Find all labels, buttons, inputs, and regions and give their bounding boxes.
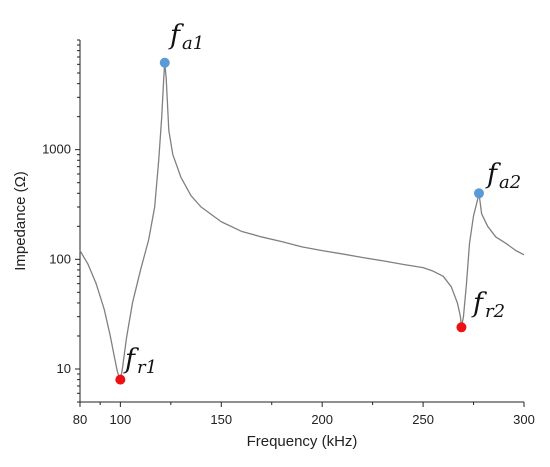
x-tick-label: 150 [210,412,232,427]
y-axis-title: Impedance (Ω) [12,171,29,271]
point-f-r2 [456,322,467,333]
y-tick-label: 1000 [42,142,71,157]
x-axis-title: Frequency (kHz) [247,433,358,450]
annotation-subscript: a2 [499,172,521,193]
x-tick-label: 80 [73,412,87,427]
annotation-f-a2: f a2 [485,159,521,193]
annotation-f-r1: f r1 [123,344,157,378]
point-f-a2 [473,188,484,199]
axes [79,40,524,403]
point-f-r1 [115,374,126,385]
annotation-f-a1: f a1 [168,20,204,54]
series-layer [79,62,525,381]
point-f-a1 [159,57,170,68]
y-tick-label: 10 [57,361,71,376]
ticks: 80 100 150 200 250 300 10 100 1000 [42,39,535,427]
impedance-series-line [79,62,525,381]
x-tick-label: 250 [412,412,434,427]
annotation-f-r2: f r2 [471,288,505,322]
annotation-subscript: r1 [137,357,157,378]
x-tick-label: 300 [513,412,535,427]
points-layer [115,57,484,385]
annotation-subscript: a1 [182,33,204,54]
y-tick-label: 100 [49,251,71,266]
annotation-subscript: r2 [485,301,505,322]
x-tick-label: 200 [311,412,333,427]
x-tick-label: 100 [110,412,132,427]
